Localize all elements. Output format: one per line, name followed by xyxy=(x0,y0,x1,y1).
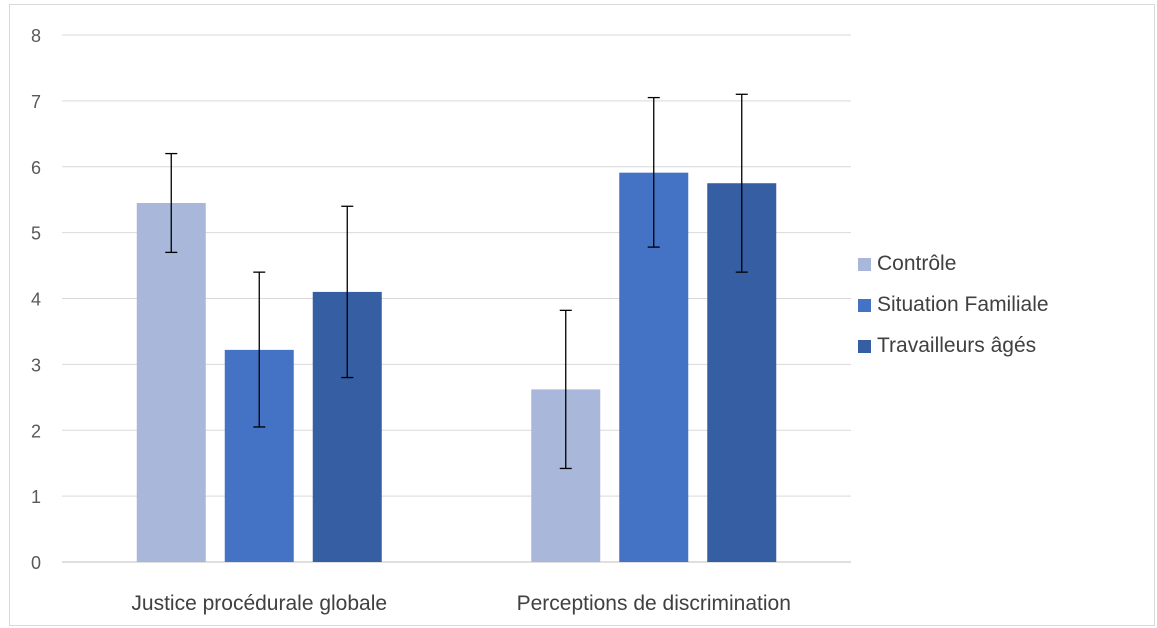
y-tick-label: 4 xyxy=(31,290,41,310)
y-tick-label: 0 xyxy=(31,553,41,573)
x-axis-categories: Justice procédurale globale Perceptions d… xyxy=(131,592,790,615)
legend-item: Situation Familiale xyxy=(858,291,1049,319)
x-category-label: Justice procédurale globale xyxy=(131,592,387,615)
y-tick-label: 6 xyxy=(31,158,41,178)
bar xyxy=(136,202,206,562)
bars xyxy=(136,172,777,562)
y-axis-ticks: 0 1 2 3 4 5 6 7 8 xyxy=(31,26,41,573)
y-tick-label: 8 xyxy=(31,26,41,46)
legend-swatch xyxy=(858,339,871,353)
legend-item: Travailleurs âgés xyxy=(858,332,1049,360)
legend-swatch xyxy=(858,298,871,312)
legend: Contrôle Situation Familiale Travailleurs … xyxy=(858,250,1049,373)
y-tick-label: 7 xyxy=(31,92,41,112)
legend-item: Contrôle xyxy=(858,250,1049,278)
legend-swatch xyxy=(858,257,871,271)
error-bars xyxy=(165,93,748,470)
y-tick-label: 1 xyxy=(31,487,41,507)
y-tick-label: 5 xyxy=(31,224,41,244)
y-tick-label: 2 xyxy=(31,421,41,441)
legend-label: Contrôle xyxy=(877,252,957,275)
x-category-label: Perceptions de discrimination xyxy=(517,592,791,615)
legend-label: Travailleurs âgés xyxy=(877,334,1037,357)
y-tick-label: 3 xyxy=(31,355,41,375)
chart-frame xyxy=(9,4,1155,626)
legend-label: Situation Familiale xyxy=(877,293,1049,316)
